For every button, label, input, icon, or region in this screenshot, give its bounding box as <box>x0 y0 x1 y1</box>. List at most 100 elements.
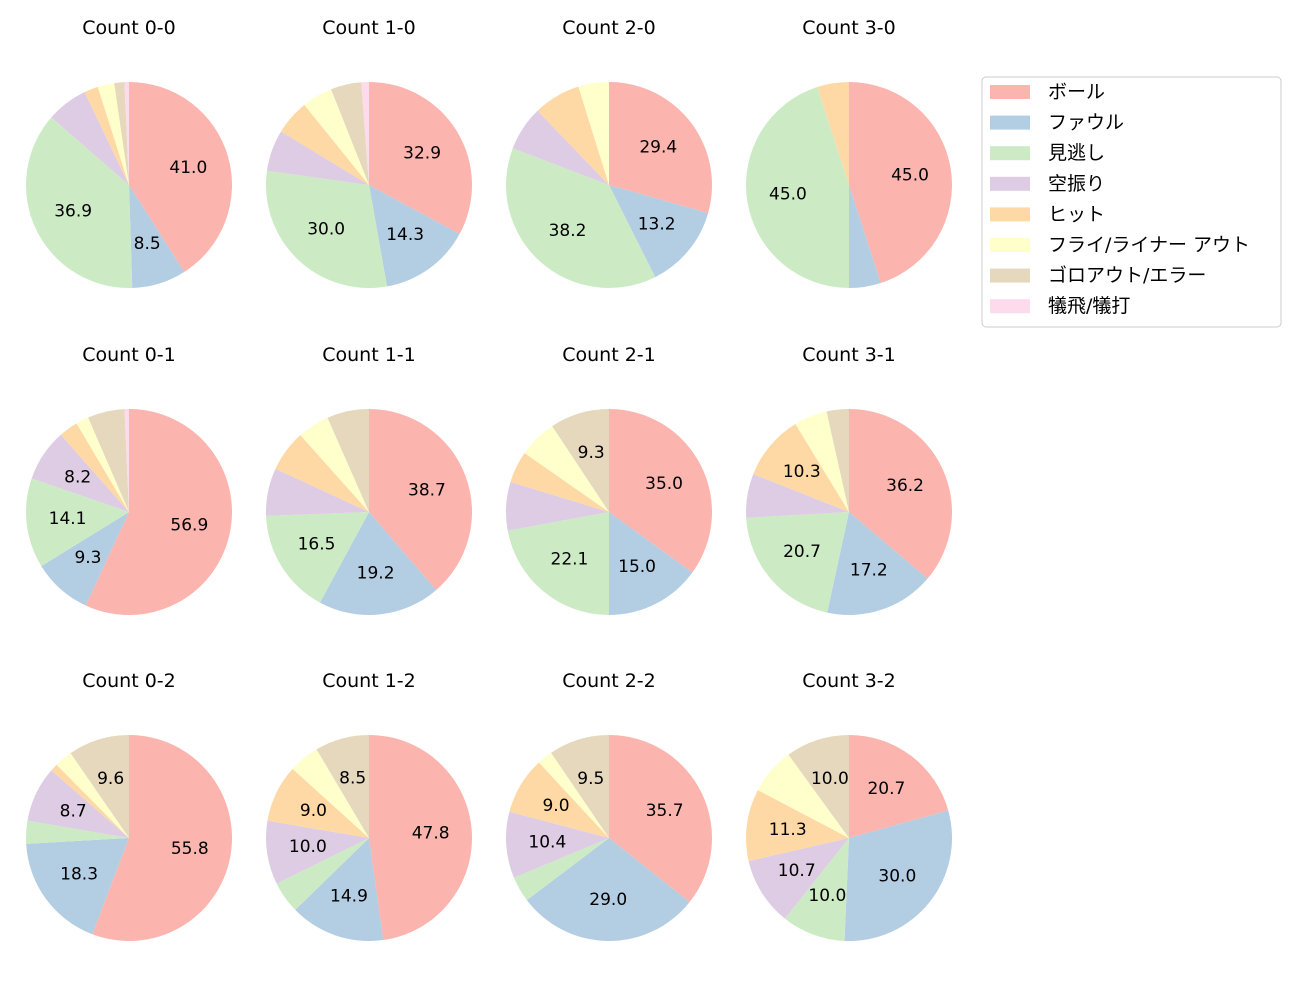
pie-slice <box>505 482 609 531</box>
legend-entry: ヒット <box>990 203 1105 225</box>
pie-slice <box>524 426 609 512</box>
pie-slice <box>513 838 609 901</box>
pie-count-0-2: Count 0-2 55.8 18.3 8.7 9.6 <box>26 670 232 941</box>
pie-slice <box>849 185 881 288</box>
pie-slice <box>124 409 129 512</box>
pie-slice <box>265 170 388 288</box>
legend-entry: 見逃し <box>990 142 1105 164</box>
pie-title: Count 1-0 <box>322 17 416 39</box>
slice-label: 20.7 <box>783 542 821 562</box>
slice-label: 19.2 <box>357 563 395 583</box>
legend-entry: ファウル <box>990 112 1124 134</box>
slice-label: 8.2 <box>64 468 91 488</box>
pie-slice <box>85 409 232 615</box>
pie-title: Count 3-2 <box>802 670 896 692</box>
pie-count-3-1: Count 3-1 36.2 17.2 20.7 10.3 <box>745 344 952 616</box>
legend-frame <box>981 76 1282 328</box>
pie-slice <box>505 811 609 878</box>
slice-label: 36.2 <box>886 476 924 496</box>
pie-slice <box>114 82 129 185</box>
pie-count-3-0: Count 3-0 45.0 45.0 <box>746 17 952 289</box>
pie-title: Count 0-0 <box>82 17 176 39</box>
pie-slice <box>84 86 129 185</box>
legend-label: フライ/ライナー アウト <box>1048 234 1250 256</box>
pie-slice <box>26 478 129 567</box>
pie-slice <box>369 409 473 591</box>
slice-label: 14.1 <box>49 509 87 529</box>
slice-label: 36.9 <box>54 201 92 221</box>
slice-label: 14.9 <box>330 886 368 906</box>
slice-label: 9.0 <box>300 801 327 821</box>
slice-label: 14.3 <box>386 225 424 245</box>
pie-slice <box>295 838 384 941</box>
legend-entry: ボール <box>990 81 1105 103</box>
pie-count-1-2: Count 1-2 47.8 14.9 10.0 9.0 8.5 <box>266 670 472 941</box>
pie-slice <box>849 735 949 838</box>
pie-slice <box>124 82 129 185</box>
legend-label: ファウル <box>1048 112 1124 134</box>
slice-label: 56.9 <box>170 515 208 535</box>
pie-title: Count 2-1 <box>562 344 656 366</box>
legend-swatch <box>990 146 1030 161</box>
pie-slice <box>509 762 609 838</box>
legend-label: 見逃し <box>1048 142 1105 164</box>
slice-label: 8.5 <box>134 234 161 254</box>
pie-slice <box>292 749 369 838</box>
pie-slice <box>97 83 129 185</box>
pie-slice <box>609 409 712 573</box>
legend-swatch <box>990 85 1030 99</box>
pie-slice <box>849 82 952 283</box>
pie-slice <box>327 409 369 512</box>
slice-label: 38.7 <box>408 481 446 501</box>
pie-slice <box>526 838 690 942</box>
slice-label: 45.0 <box>891 165 929 185</box>
pie-slice <box>27 770 129 838</box>
pie-slice <box>746 512 849 613</box>
pie-slice <box>60 423 130 512</box>
pie-slice <box>551 735 609 838</box>
legend-entry: ゴロアウト/エラー <box>990 265 1206 287</box>
pie-slice <box>609 512 693 615</box>
pie-slice <box>316 735 369 838</box>
pie-slice <box>266 820 369 884</box>
pie-slice <box>552 409 609 512</box>
pie-slice <box>817 82 849 185</box>
pie-slice <box>266 131 369 185</box>
slice-label: 9.3 <box>578 443 605 463</box>
pie-slice <box>56 753 129 838</box>
slice-label: 10.7 <box>778 861 816 881</box>
slice-label: 16.5 <box>298 535 336 555</box>
slice-label: 35.7 <box>646 801 684 821</box>
pie-slice <box>849 409 952 579</box>
pie-count-0-1: Count 0-1 56.9 9.3 14.1 8.2 <box>26 344 232 615</box>
pie-slice <box>578 82 609 185</box>
slice-label: 9.0 <box>542 796 569 816</box>
pie-title: Count 0-2 <box>82 670 176 692</box>
pie-slice <box>31 434 130 512</box>
pie-count-2-1: Count 2-1 35.0 15.0 22.1 9.3 <box>505 344 712 615</box>
pie-slice <box>129 185 185 288</box>
pie-slice <box>275 435 369 512</box>
slice-label: 41.0 <box>169 158 207 178</box>
pie-slice <box>70 735 129 838</box>
pie-slice <box>788 735 849 838</box>
slice-label: 55.8 <box>171 839 209 859</box>
slice-label: 30.0 <box>878 866 916 886</box>
slice-label: 9.6 <box>97 769 124 789</box>
pie-count-1-0: Count 1-0 32.9 14.3 30.0 <box>265 17 473 288</box>
pie-slice <box>538 752 609 838</box>
pie-slice <box>507 512 609 615</box>
pie-slice <box>26 820 129 844</box>
slice-label: 8.5 <box>339 768 366 788</box>
pie-slice <box>609 735 712 903</box>
legend-swatch <box>990 238 1030 252</box>
legend-swatch <box>990 115 1030 130</box>
slice-label: 10.0 <box>811 769 849 789</box>
slice-label: 11.3 <box>769 820 807 840</box>
pie-slice <box>369 185 460 287</box>
legend-swatch <box>990 176 1030 191</box>
pie-slice <box>331 82 369 185</box>
pie-slice <box>609 185 709 278</box>
pie-slice <box>26 838 129 935</box>
